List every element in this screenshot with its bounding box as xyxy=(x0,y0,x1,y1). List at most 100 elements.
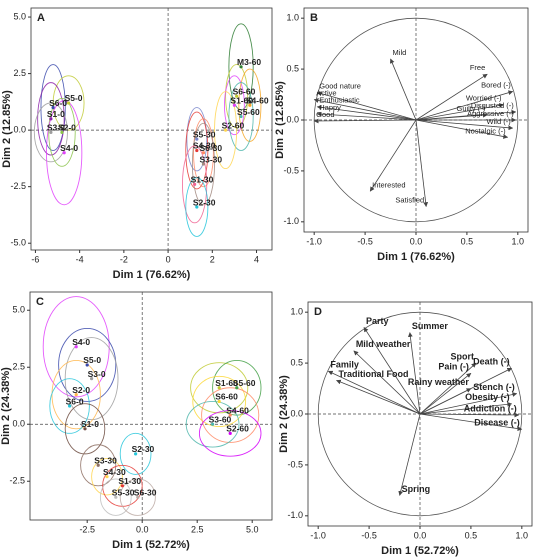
point-label: S4-30 xyxy=(103,467,126,477)
confidence-ellipse xyxy=(48,98,76,167)
variable-label: Free xyxy=(470,63,485,72)
point xyxy=(217,399,221,404)
point-label: S1-60 xyxy=(230,96,253,106)
point xyxy=(195,205,199,209)
point xyxy=(134,452,138,456)
plot-frame xyxy=(30,7,273,251)
panel-letter: C xyxy=(36,296,44,308)
variable-label: Mild xyxy=(393,48,407,57)
y-tick-label: 0.0 xyxy=(290,408,303,418)
x-tick-label: 0 xyxy=(166,254,171,264)
x-tick-label: 0.5 xyxy=(465,530,478,540)
y-tick-label: -2.5 xyxy=(9,476,25,486)
variable-arrow xyxy=(419,413,523,432)
x-tick-label: -0.5 xyxy=(357,236,373,246)
variable-label: Active xyxy=(316,89,336,98)
point xyxy=(136,495,140,499)
point-label: S6-0 xyxy=(66,396,84,406)
variable-label: Satisfied xyxy=(395,196,424,205)
confidence-ellipse xyxy=(37,82,65,156)
confidence-ellipse xyxy=(99,478,132,516)
x-axis-title: Dim 1 (76.62%) xyxy=(377,251,455,263)
point xyxy=(96,463,100,467)
confidence-ellipse xyxy=(33,102,68,163)
point xyxy=(74,393,78,397)
point xyxy=(223,128,228,132)
confidence-ellipse xyxy=(238,68,262,142)
variable-label: Summer xyxy=(412,321,449,331)
y-tick-label: -0.5 xyxy=(283,165,299,175)
point xyxy=(83,427,87,431)
point xyxy=(217,386,221,390)
point-label: S2-30 xyxy=(193,197,216,207)
variable-arrow xyxy=(389,58,417,121)
point xyxy=(211,422,215,426)
confidence-ellipse xyxy=(228,82,254,151)
confidence-ellipse xyxy=(46,100,83,206)
variable-arrow xyxy=(316,91,417,121)
confidence-ellipse xyxy=(49,378,90,434)
point xyxy=(193,182,197,187)
x-axis-title: Dim 1 (52.72%) xyxy=(112,539,190,551)
point xyxy=(51,105,55,110)
x-tick-label: 2 xyxy=(210,254,215,264)
y-tick-label: 5.0 xyxy=(13,11,26,21)
variable-arrow xyxy=(353,350,421,415)
point xyxy=(232,103,237,107)
x-tick-label: -0.5 xyxy=(361,530,377,540)
variable-label: Interested xyxy=(372,180,405,189)
panel-letter: D xyxy=(314,306,322,318)
variable-arrow xyxy=(415,73,488,121)
confidence-ellipse xyxy=(64,337,119,421)
y-tick-label: -5.0 xyxy=(10,238,26,248)
point-label: S6-0 xyxy=(49,98,67,108)
confidence-ellipse xyxy=(191,122,215,206)
point xyxy=(239,114,243,119)
x-tick-label: 1.0 xyxy=(516,530,529,540)
y-tick-label: 0.5 xyxy=(286,63,299,73)
y-tick-label: 2.5 xyxy=(12,362,25,372)
point-label: S3-30 xyxy=(199,154,222,164)
x-tick-label: -1.0 xyxy=(306,236,322,246)
point xyxy=(228,431,232,435)
variable-label: Disgusted (-) xyxy=(471,101,514,110)
x-tick-label: -1.0 xyxy=(310,530,326,540)
panel: C -2.5 0.0 2.5 5.0 5.0 2.5 0.0 -2.5 Dim 1 (52.72%… xyxy=(0,291,273,551)
point-label: S2-30 xyxy=(132,444,155,454)
confidence-ellipse xyxy=(201,387,260,443)
point xyxy=(201,151,206,155)
point xyxy=(74,345,78,349)
point-label: S1-0 xyxy=(81,419,99,429)
panel: A -6 -4 -2 0 2 4 5.0 2.5 0.0 -2.5 -5.0 Dim 1 (76.62%… xyxy=(1,7,273,281)
confidence-ellipse xyxy=(42,296,110,398)
point-label: S2-0 xyxy=(58,123,76,133)
variable-label: Sport xyxy=(451,351,475,361)
point-label: S4-60 xyxy=(226,405,249,415)
variable-arrow xyxy=(313,118,417,124)
confidence-ellipse xyxy=(182,145,208,224)
x-tick-label: -6 xyxy=(31,254,39,264)
x-tick-label: 1.0 xyxy=(512,236,525,246)
y-axis-title: Dim 2 (24.38%) xyxy=(278,375,290,453)
point-label: S5-60 xyxy=(237,107,260,117)
variable-label: Disease (-) xyxy=(474,418,520,428)
variable-label: Traditional Food xyxy=(339,369,409,379)
variable-label: Rainy weather xyxy=(408,377,470,387)
variable-arrow xyxy=(327,370,421,415)
variable-label: Wild (-) xyxy=(487,117,512,126)
variable-arrow xyxy=(415,112,488,121)
variable-label: Addiction (-) xyxy=(464,403,517,413)
variable-arrow xyxy=(415,119,514,131)
confidence-ellipse xyxy=(228,23,254,111)
point xyxy=(105,475,109,479)
variable-label: Family xyxy=(330,360,359,370)
point xyxy=(228,413,232,417)
point-label: S1-60 xyxy=(215,378,238,388)
variable-arrow xyxy=(415,119,429,208)
x-tick-label: 0.5 xyxy=(461,236,474,246)
point xyxy=(68,404,72,408)
variable-arrow xyxy=(419,362,477,415)
panel-letter: B xyxy=(310,12,318,24)
variable-arrow xyxy=(415,103,505,121)
